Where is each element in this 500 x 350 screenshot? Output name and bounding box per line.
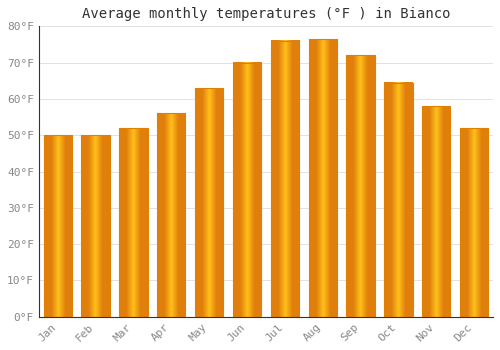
- Bar: [346, 55, 375, 317]
- Bar: [195, 88, 224, 317]
- Bar: [233, 63, 261, 317]
- Bar: [422, 106, 450, 317]
- Bar: [460, 128, 488, 317]
- Bar: [384, 83, 412, 317]
- Bar: [308, 39, 337, 317]
- Bar: [270, 41, 299, 317]
- Title: Average monthly temperatures (°F ) in Bianco: Average monthly temperatures (°F ) in Bi…: [82, 7, 450, 21]
- Bar: [157, 113, 186, 317]
- Bar: [119, 128, 148, 317]
- Bar: [44, 135, 72, 317]
- Bar: [82, 135, 110, 317]
